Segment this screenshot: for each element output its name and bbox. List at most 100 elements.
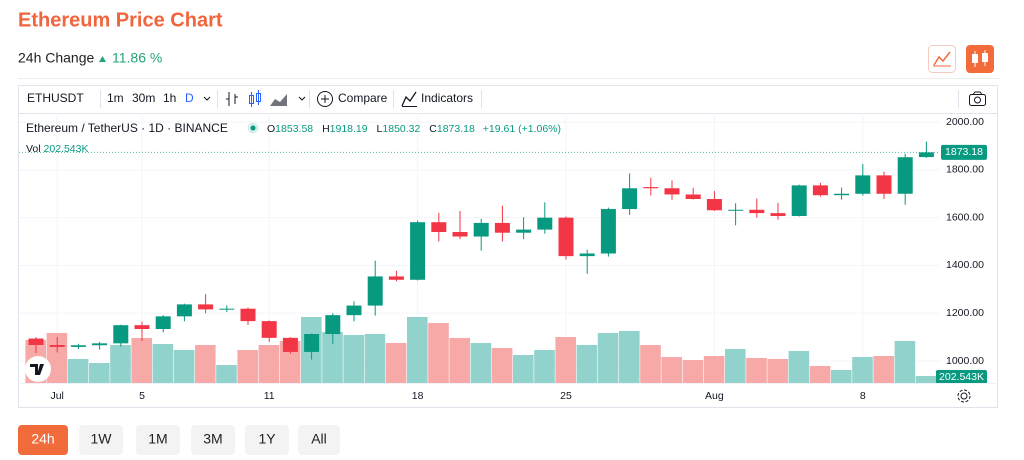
range-button[interactable]: 1M	[136, 425, 180, 455]
x-tick-label: Aug	[705, 390, 724, 402]
y-tick-label: 1200.00	[946, 307, 984, 319]
x-tick-label: 25	[560, 390, 572, 402]
indicators-button[interactable]: Indicators	[401, 91, 473, 107]
volume-bar	[258, 344, 280, 383]
candle-body	[643, 187, 659, 189]
y-tick-label: 1800.00	[946, 164, 984, 176]
candle-body	[473, 222, 489, 237]
candle-body	[579, 253, 595, 257]
candle-body	[28, 338, 44, 346]
volume-bar	[873, 356, 894, 383]
candle-body	[452, 231, 468, 237]
candle-body	[791, 185, 807, 216]
indicators-label[interactable]: Indicators	[421, 91, 473, 105]
volume-bar	[852, 357, 873, 383]
interval-menu[interactable]	[203, 96, 211, 101]
range-button-bg[interactable]	[245, 425, 289, 455]
volume-tag	[936, 369, 987, 384]
volume-bar	[322, 331, 343, 383]
plot-area: 1000.00 1200.00 1400.00 1600.00 1800.00 2000.…	[19, 113, 987, 402]
volume-bar	[894, 340, 916, 383]
candle-body	[304, 334, 320, 352]
x-tick-label: 11	[264, 390, 275, 402]
candle-body	[876, 175, 892, 194]
interval[interactable]: D	[185, 91, 194, 105]
volume-bar	[428, 322, 449, 383]
candle-body	[134, 325, 150, 329]
candle-body	[812, 185, 828, 196]
range-button-label[interactable]: 1M	[148, 431, 167, 447]
y-tick-label: 1600.00	[946, 211, 984, 223]
volume-bar	[555, 337, 576, 383]
volume-bar	[597, 332, 619, 383]
legend-key: H	[322, 123, 330, 135]
candle-body	[410, 222, 426, 280]
range-button-label[interactable]: 1Y	[258, 431, 276, 447]
volume-bar	[513, 355, 534, 383]
snapshot-button[interactable]	[969, 91, 986, 106]
range-button[interactable]: 24h	[18, 425, 68, 455]
range-button[interactable]: 1Y	[245, 425, 289, 455]
legend-key: C	[429, 123, 437, 135]
y-tick-label: 1000.00	[946, 355, 984, 367]
range-button-bg[interactable]	[298, 425, 340, 455]
volume-bar	[831, 369, 852, 383]
candle-body	[855, 175, 871, 194]
range-buttons: 24h 1W 1M 3M 1Y All	[18, 425, 340, 455]
compare-label[interactable]: Compare	[338, 91, 388, 105]
volume-bar	[576, 344, 598, 383]
y-tick-label: 1400.00	[946, 259, 984, 271]
range-button-label[interactable]: 1W	[91, 431, 113, 447]
range-button-label[interactable]: All	[311, 431, 327, 447]
range-button[interactable]: All	[298, 425, 340, 455]
area-style-icon[interactable]	[270, 94, 306, 106]
candle-body	[113, 325, 129, 344]
interval[interactable]: 30m	[132, 91, 155, 105]
volume-bar	[767, 358, 788, 383]
volume-last: 202.543K	[44, 143, 89, 155]
bar-style-icon[interactable]	[226, 92, 238, 106]
last-price-label: 1873.18	[945, 146, 983, 158]
range-button[interactable]: 1W	[79, 425, 123, 455]
candle-body	[558, 217, 574, 257]
ohlc-legend: O1853.58 H1918.19 L1850.32 C1873.18 +19.…	[267, 123, 561, 135]
settings-button[interactable]	[957, 389, 971, 403]
line-view-button[interactable]	[928, 45, 956, 73]
range-button-bg[interactable]	[18, 425, 68, 455]
range-button[interactable]: 3M	[191, 425, 235, 455]
status-dot-core	[250, 125, 256, 131]
candle-body	[897, 157, 913, 194]
candle-body	[176, 304, 192, 317]
compare-button[interactable]: Compare	[317, 91, 388, 107]
volume-bar	[67, 358, 89, 383]
range-button-bg[interactable]	[191, 425, 235, 455]
range-button-label[interactable]: 24h	[31, 431, 54, 447]
candle-body	[834, 193, 850, 196]
interval[interactable]: 1h	[163, 91, 176, 105]
volume-bar	[470, 342, 492, 383]
candle-body	[918, 152, 934, 158]
candle-body	[770, 213, 786, 216]
volume-legend: Vol 202.543K	[26, 143, 89, 155]
volume-bar	[640, 344, 661, 383]
candle-body	[70, 345, 86, 347]
up-arrow	[99, 56, 106, 62]
range-button-bg[interactable]	[136, 425, 180, 455]
candle-body	[240, 308, 256, 322]
candle-body	[494, 222, 510, 233]
candle-body	[219, 308, 235, 310]
candle-body	[388, 276, 404, 280]
volume-bar	[237, 349, 258, 383]
candle-view-button[interactable]	[966, 45, 994, 73]
range-button-bg[interactable]	[79, 425, 123, 455]
range-button-label[interactable]: 3M	[203, 431, 222, 447]
symbol[interactable]: ETHUSDT	[27, 91, 84, 105]
candle-body	[346, 305, 362, 316]
candle-style-icon[interactable]	[249, 90, 261, 107]
candle-body	[367, 276, 383, 306]
volume-bar	[216, 365, 237, 383]
x-tick-label: Jul	[50, 390, 63, 402]
interval[interactable]: 1m	[107, 91, 124, 105]
volume-bar	[703, 356, 725, 383]
